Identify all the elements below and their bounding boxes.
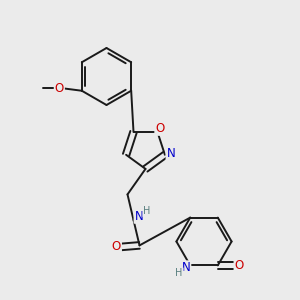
Text: O: O xyxy=(112,240,121,254)
Text: H: H xyxy=(143,206,151,217)
Text: N: N xyxy=(182,261,190,274)
Text: N: N xyxy=(167,147,175,160)
Text: O: O xyxy=(235,259,244,272)
Text: O: O xyxy=(55,82,64,95)
Text: O: O xyxy=(155,122,164,135)
Text: H: H xyxy=(176,268,183,278)
Text: N: N xyxy=(134,210,143,223)
